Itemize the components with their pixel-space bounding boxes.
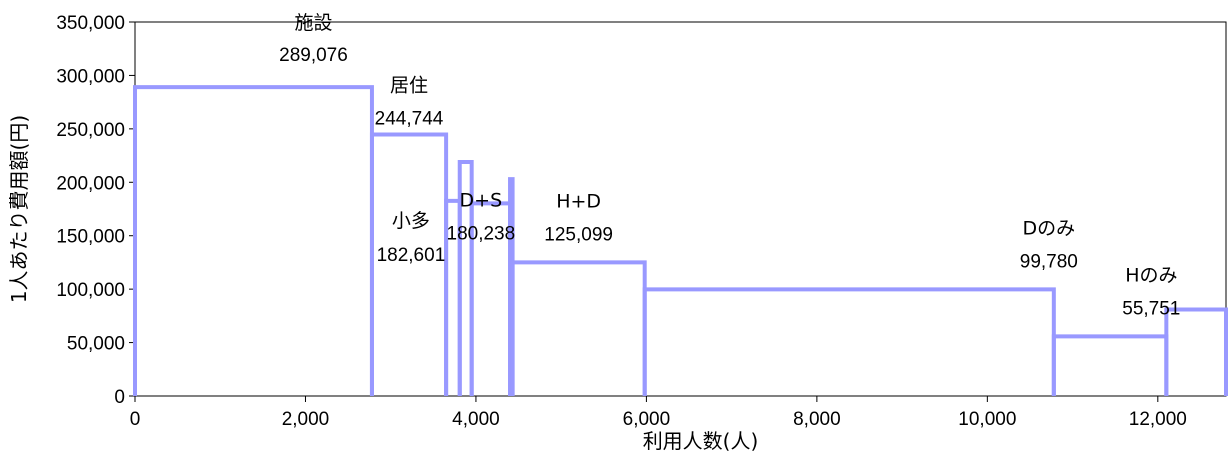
- segment-value-label: 125,099: [544, 224, 613, 245]
- segment-value-label: 55,751: [1122, 298, 1180, 319]
- segment-value-label: 180,238: [447, 223, 516, 244]
- y-tick-label: 300,000: [56, 66, 125, 87]
- segment-name-label: 居住: [390, 74, 428, 96]
- bar-segment: [510, 260, 647, 396]
- segment-value-label: 182,601: [377, 245, 446, 266]
- axes: [134, 21, 1227, 397]
- y-axis-title: 1人あたり費用額(円): [7, 115, 31, 303]
- bar-segment: [642, 287, 1056, 396]
- segment-name-label: H+D: [556, 190, 601, 212]
- segment-labels: 施設 289,076 居住 244,744 小多 182,601 D+S 180,238 H+D…: [279, 12, 1180, 319]
- segment-value-label: 99,780: [1020, 251, 1078, 272]
- x-tick-label: 8,000: [793, 409, 841, 430]
- x-tick-label: 10,000: [958, 409, 1016, 430]
- x-tick-label: 6,000: [623, 409, 671, 430]
- x-axis-ticks: 0 2,000 4,000 6,000 8,000 10,000 12,000: [130, 396, 1187, 430]
- segment-name-label: 施設: [294, 12, 332, 34]
- y-tick-label: 100,000: [56, 280, 125, 301]
- y-tick-label: 150,000: [56, 227, 125, 248]
- y-axis-ticks: 0 50,000 100,000 150,000 200,000 250,000 300,0…: [56, 13, 135, 408]
- bar-segment: [133, 85, 374, 396]
- y-tick-label: 50,000: [67, 334, 125, 355]
- plot-frame: [134, 21, 1227, 397]
- segment-name-label: Hのみ: [1125, 264, 1177, 286]
- x-tick-label: 4,000: [452, 409, 500, 430]
- segment-name-label: Dのみ: [1023, 217, 1076, 239]
- segment-value-label: 289,076: [279, 45, 348, 66]
- y-tick-label: 350,000: [56, 13, 125, 34]
- bars: [133, 85, 1228, 396]
- segment-value-label: 244,744: [375, 108, 444, 129]
- x-tick-label: 12,000: [1129, 409, 1187, 430]
- y-tick-label: 200,000: [56, 173, 125, 194]
- x-tick-label: 0: [130, 409, 141, 430]
- bar-segment: [1051, 334, 1169, 396]
- bar-segment: [1164, 307, 1228, 396]
- x-tick-label: 2,000: [282, 409, 330, 430]
- y-tick-label: 0: [114, 387, 125, 408]
- x-axis-title: 利用人数(人): [643, 429, 759, 453]
- segment-name-label: D+S: [460, 189, 503, 211]
- y-tick-label: 250,000: [56, 120, 125, 141]
- segment-name-label: 小多: [392, 210, 430, 232]
